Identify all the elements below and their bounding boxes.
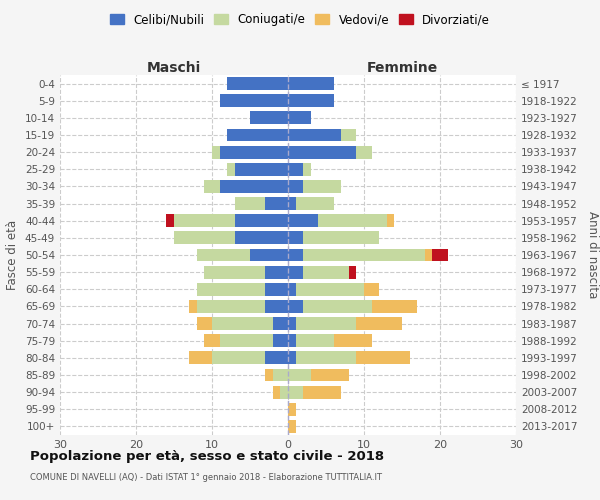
Bar (273, 334, 288, 347)
Bar (265, 283, 288, 296)
Bar (288, 180, 303, 193)
Bar (197, 317, 212, 330)
Bar (265, 352, 288, 364)
Bar (288, 317, 296, 330)
Bar (288, 266, 303, 278)
Bar (349, 266, 356, 278)
Bar (288, 283, 296, 296)
Bar (265, 197, 288, 210)
Bar (364, 283, 379, 296)
Bar (371, 300, 417, 313)
Bar (296, 283, 364, 296)
Text: Maschi: Maschi (147, 61, 201, 75)
Bar (288, 77, 334, 90)
Bar (273, 317, 288, 330)
Bar (341, 128, 356, 141)
Bar (433, 248, 448, 262)
Bar (288, 128, 341, 141)
Bar (235, 232, 288, 244)
Bar (235, 197, 265, 210)
Bar (197, 248, 250, 262)
Bar (273, 368, 288, 382)
Text: COMUNE DI NAVELLI (AQ) - Dati ISTAT 1° gennaio 2018 - Elaborazione TUTTITALIA.IT: COMUNE DI NAVELLI (AQ) - Dati ISTAT 1° g… (30, 472, 382, 482)
Bar (205, 266, 265, 278)
Bar (166, 214, 174, 227)
Bar (288, 146, 356, 158)
Bar (197, 283, 265, 296)
Bar (220, 334, 273, 347)
Bar (356, 146, 371, 158)
Bar (227, 77, 288, 90)
Bar (296, 352, 356, 364)
Bar (220, 94, 288, 107)
Bar (235, 214, 288, 227)
Bar (220, 180, 288, 193)
Bar (288, 248, 303, 262)
Text: Popolazione per età, sesso e stato civile - 2018: Popolazione per età, sesso e stato civil… (30, 450, 384, 463)
Bar (288, 334, 296, 347)
Bar (387, 214, 394, 227)
Bar (174, 214, 235, 227)
Bar (212, 146, 220, 158)
Bar (189, 300, 197, 313)
Bar (280, 386, 288, 398)
Bar (288, 368, 311, 382)
Bar (288, 232, 303, 244)
Bar (296, 334, 334, 347)
Bar (288, 163, 303, 175)
Bar (235, 163, 288, 175)
Bar (288, 403, 296, 415)
Bar (288, 112, 311, 124)
Bar (227, 128, 288, 141)
Bar (288, 94, 334, 107)
Bar (425, 248, 433, 262)
Bar (205, 334, 220, 347)
Bar (303, 248, 425, 262)
Bar (288, 420, 296, 433)
Bar (273, 386, 280, 398)
Text: Femmine: Femmine (367, 61, 437, 75)
Bar (311, 368, 349, 382)
Bar (265, 266, 288, 278)
Bar (303, 300, 371, 313)
Bar (303, 386, 341, 398)
Bar (303, 232, 379, 244)
Bar (288, 352, 296, 364)
Bar (212, 352, 265, 364)
Bar (227, 163, 235, 175)
Bar (303, 266, 349, 278)
Bar (250, 112, 288, 124)
Bar (220, 146, 288, 158)
Bar (197, 300, 265, 313)
Bar (319, 214, 387, 227)
Bar (265, 368, 273, 382)
Bar (356, 317, 402, 330)
Bar (303, 163, 311, 175)
Bar (296, 317, 356, 330)
Bar (189, 352, 212, 364)
Bar (288, 386, 303, 398)
Y-axis label: Anni di nascita: Anni di nascita (586, 212, 599, 298)
Legend: Celibi/Nubili, Coniugati/e, Vedovi/e, Divorziati/e: Celibi/Nubili, Coniugati/e, Vedovi/e, Di… (105, 8, 495, 31)
Bar (288, 214, 319, 227)
Bar (212, 317, 273, 330)
Bar (334, 334, 371, 347)
Bar (288, 300, 303, 313)
Bar (265, 300, 288, 313)
Bar (303, 180, 341, 193)
Bar (250, 248, 288, 262)
Bar (296, 197, 334, 210)
Y-axis label: Fasce di età: Fasce di età (7, 220, 19, 290)
Bar (174, 232, 235, 244)
Bar (288, 197, 296, 210)
Bar (205, 180, 220, 193)
Bar (356, 352, 410, 364)
